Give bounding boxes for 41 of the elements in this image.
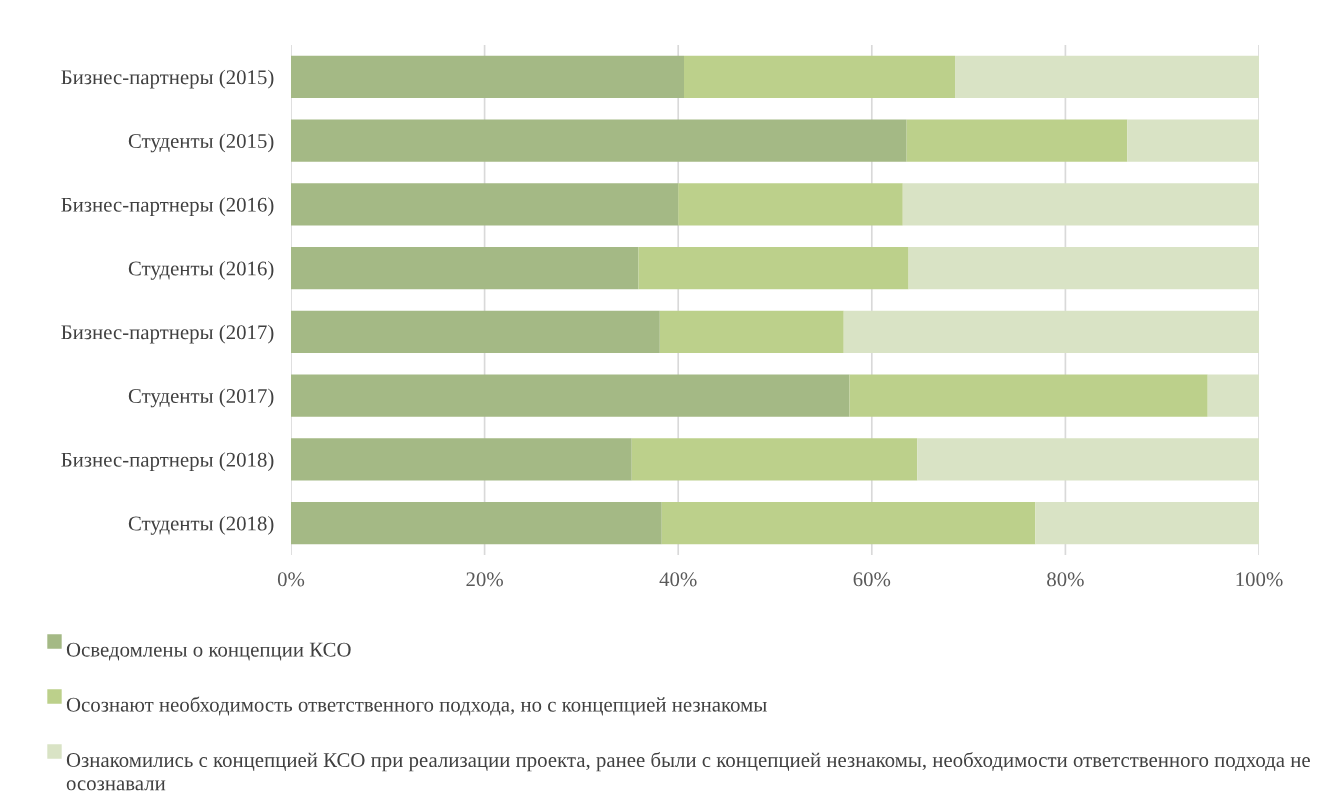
bar [291, 55, 685, 98]
bar [906, 119, 1128, 162]
bar [843, 310, 1259, 353]
bar [661, 502, 1036, 545]
bar [849, 374, 1208, 417]
bar [291, 310, 660, 353]
bar [678, 183, 903, 226]
legend-label: Осознают необходимость ответственного подхода, но с концепцией незнакомы [66, 696, 767, 716]
x-tick-label: 20% [466, 572, 503, 587]
bar [291, 502, 662, 545]
y-tick-label: Студенты (2016) [128, 260, 274, 280]
bar [1035, 502, 1259, 545]
legend-label: Ознакомились с концепцией КСО при реализации проекта, ранее были с концепцией незнакомы, необходимости ответственного подхода не осознавали [66, 752, 1310, 791]
bar [917, 438, 1259, 481]
bar [291, 374, 850, 417]
y-tick-label: Бизнес-партнеры (2015) [61, 69, 274, 89]
y-tick-label: Бизнес-партнеры (2016) [61, 197, 274, 217]
x-tick-label: 60% [853, 572, 891, 587]
bar [1127, 119, 1259, 162]
bar [902, 183, 1259, 226]
y-tick-label: Студенты (2015) [128, 133, 274, 153]
bar [291, 183, 679, 226]
x-tick-label: 80% [1047, 572, 1084, 587]
bar [659, 310, 844, 353]
x-tick-label: 40% [659, 572, 697, 587]
y-tick-label: Студенты (2017) [128, 388, 274, 408]
bar [684, 55, 956, 98]
y-tick-label: Бизнес-партнеры (2017) [61, 324, 274, 344]
bar [291, 247, 639, 290]
y-tick-label: Студенты (2018) [128, 515, 274, 535]
bar [955, 55, 1259, 98]
bar [291, 438, 632, 481]
bar [908, 247, 1259, 290]
bar [291, 119, 907, 162]
legend-label: Осведомлены о концепции КСО [66, 642, 351, 661]
bar [631, 438, 918, 481]
x-tick-label: 100% [1236, 572, 1283, 587]
y-tick-label: Бизнес-партнеры (2018) [61, 452, 274, 472]
bar [1207, 374, 1259, 417]
x-tick-label: 0% [277, 572, 305, 587]
bar [638, 247, 909, 290]
